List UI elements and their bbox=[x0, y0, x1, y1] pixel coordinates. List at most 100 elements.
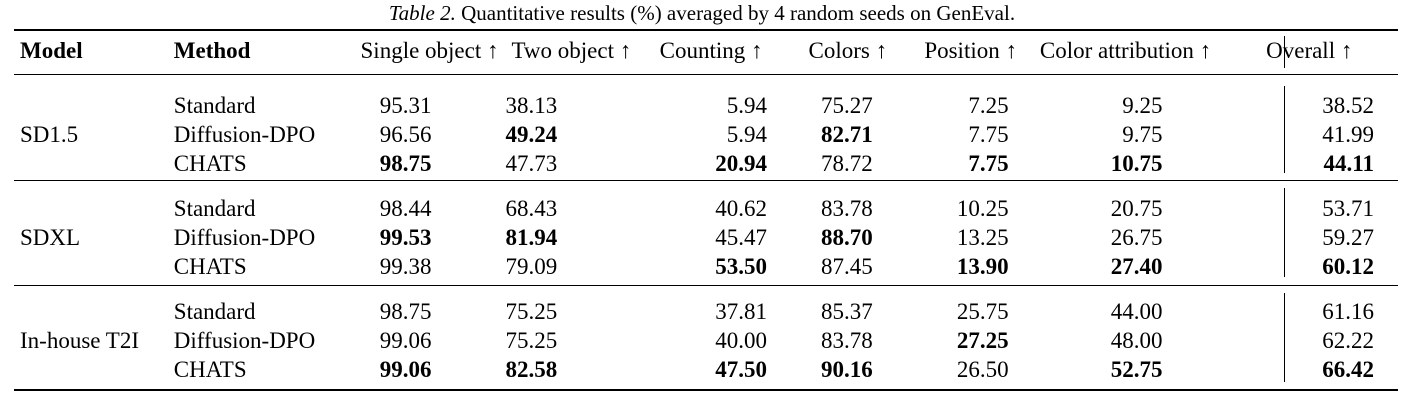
value-cell-colors: 82.71 bbox=[820, 122, 873, 147]
value-cell-colors: 75.27 bbox=[820, 93, 873, 118]
value-cell-position: 25.75 bbox=[956, 299, 1009, 324]
value-cell-color-attribution: 9.25 bbox=[1122, 93, 1163, 118]
value-cell-colors: 83.78 bbox=[820, 196, 873, 221]
value-cell-color-attribution: 10.75 bbox=[1110, 151, 1163, 176]
value-cell-counting: 40.62 bbox=[715, 196, 767, 221]
column-header-single-object: Single object ↑ bbox=[360, 38, 499, 63]
value-cell-counting: 20.94 bbox=[715, 151, 767, 176]
table-row: CHATS 99.06 82.58 47.50 90.16 26.50 52.75 66.42 bbox=[14, 355, 1398, 384]
value-cell-colors: 87.45 bbox=[820, 254, 873, 279]
value-cell-single-object: 98.44 bbox=[379, 196, 432, 221]
value-cell-color-attribution: 20.75 bbox=[1110, 196, 1163, 221]
value-cell-colors: 85.37 bbox=[820, 299, 873, 324]
value-cell-single-object: 99.06 bbox=[379, 357, 432, 382]
group-spacer bbox=[14, 74, 1398, 91]
table-row: In-house T2I Standard 98.75 75.25 37.81 85.37… bbox=[14, 297, 1398, 353]
method-cell: CHATS bbox=[173, 151, 247, 176]
table-row: CHATS 99.38 79.09 53.50 87.45 13.90 27.40 60.12 bbox=[14, 252, 1398, 281]
header-row: Model Method Single object ↑ Two object … bbox=[14, 28, 1398, 74]
method-cell: Diffusion-DPO bbox=[173, 328, 316, 353]
value-cell-single-object: 98.75 bbox=[379, 151, 432, 176]
value-cell-position: 7.25 bbox=[968, 93, 1009, 118]
method-cell: CHATS bbox=[173, 254, 247, 279]
value-cell-counting: 53.50 bbox=[715, 254, 767, 279]
value-cell-overall: 38.52 bbox=[1322, 93, 1374, 118]
value-cell-position: 7.75 bbox=[968, 151, 1009, 176]
overall-separator-group-3 bbox=[1284, 293, 1285, 382]
column-header-overall: Overall ↑ bbox=[1266, 38, 1353, 63]
value-cell-counting: 40.00 bbox=[715, 328, 767, 353]
table-caption-label: Table 2. bbox=[388, 1, 456, 25]
value-cell-two-object: 82.58 bbox=[505, 357, 558, 382]
value-cell-position: 13.25 bbox=[956, 225, 1009, 250]
table-row: Diffusion-DPO 96.56 49.24 5.94 82.71 7.75 9.75… bbox=[14, 120, 1398, 149]
value-cell-single-object: 99.53 bbox=[379, 225, 432, 250]
value-cell-single-object: 96.56 bbox=[379, 122, 432, 147]
group-rule-1 bbox=[14, 180, 1398, 181]
value-cell-colors: 88.70 bbox=[820, 225, 873, 250]
value-cell-single-object: 99.38 bbox=[379, 254, 432, 279]
value-cell-colors: 90.16 bbox=[820, 357, 873, 382]
column-header-model: Model bbox=[20, 38, 83, 63]
value-cell-overall: 60.12 bbox=[1322, 254, 1374, 279]
table-row: Diffusion-DPO 99.06 75.25 40.00 83.78 27.25 48… bbox=[14, 326, 1398, 355]
group-spacer bbox=[14, 281, 1398, 297]
model-cell: SD1.5 bbox=[20, 122, 79, 147]
value-cell-two-object: 68.43 bbox=[505, 196, 558, 221]
top-rule bbox=[14, 29, 1398, 31]
table-row: CHATS 98.75 47.73 20.94 78.72 7.75 10.75 44.11 bbox=[14, 149, 1398, 178]
value-cell-overall: 53.71 bbox=[1322, 196, 1374, 221]
results-table: Model Method Single object ↑ Two object … bbox=[14, 28, 1398, 384]
value-cell-position: 27.25 bbox=[956, 328, 1009, 353]
bottom-rule bbox=[14, 389, 1398, 391]
value-cell-two-object: 75.25 bbox=[505, 299, 558, 324]
table-body: SD1.5 Standard 95.31 38.13 5.94 75.27 7.25 9.25… bbox=[14, 74, 1398, 384]
value-cell-position: 13.90 bbox=[956, 254, 1009, 279]
value-cell-color-attribution: 27.40 bbox=[1110, 254, 1163, 279]
method-cell: Standard bbox=[173, 196, 256, 221]
value-cell-two-object: 79.09 bbox=[505, 254, 558, 279]
column-header-colors: Colors ↑ bbox=[808, 38, 888, 63]
model-cell: SDXL bbox=[20, 225, 81, 250]
value-cell-single-object: 95.31 bbox=[379, 93, 432, 118]
column-header-two-object: Two object ↑ bbox=[511, 38, 632, 63]
value-cell-single-object: 98.75 bbox=[379, 299, 432, 324]
method-cell: CHATS bbox=[173, 357, 247, 382]
value-cell-two-object: 75.25 bbox=[505, 328, 558, 353]
value-cell-two-object: 38.13 bbox=[505, 93, 558, 118]
header-rule bbox=[14, 74, 1398, 75]
value-cell-overall: 59.27 bbox=[1322, 225, 1374, 250]
value-cell-colors: 78.72 bbox=[820, 151, 873, 176]
value-cell-counting: 47.50 bbox=[715, 357, 767, 382]
value-cell-counting: 45.47 bbox=[715, 225, 767, 250]
column-header-method: Method bbox=[173, 38, 251, 63]
group-rule-2 bbox=[14, 285, 1398, 286]
value-cell-overall: 61.16 bbox=[1322, 299, 1374, 324]
value-cell-single-object: 99.06 bbox=[379, 328, 432, 353]
model-cell: In-house T2I bbox=[20, 328, 140, 353]
column-header-counting: Counting ↑ bbox=[659, 38, 763, 63]
value-cell-color-attribution: 44.00 bbox=[1110, 299, 1163, 324]
table-row: Diffusion-DPO 99.53 81.94 45.47 88.70 13.25 26… bbox=[14, 223, 1398, 252]
overall-separator-group-2 bbox=[1284, 188, 1285, 277]
column-header-color-attribution: Color attribution ↑ bbox=[1039, 38, 1212, 63]
value-cell-color-attribution: 9.75 bbox=[1122, 122, 1163, 147]
method-cell: Standard bbox=[173, 299, 256, 324]
table-caption: Table 2. Quantitative results (%) averag… bbox=[0, 0, 1404, 26]
value-cell-color-attribution: 52.75 bbox=[1110, 357, 1163, 382]
column-header-position: Position ↑ bbox=[924, 38, 1017, 63]
table-row: SD1.5 Standard 95.31 38.13 5.94 75.27 7.25 9.25… bbox=[14, 91, 1398, 147]
overall-separator-group-1 bbox=[1284, 86, 1285, 173]
overall-separator-header bbox=[1284, 36, 1285, 68]
value-cell-two-object: 49.24 bbox=[505, 122, 558, 147]
value-cell-position: 10.25 bbox=[956, 196, 1009, 221]
value-cell-overall: 66.42 bbox=[1322, 357, 1374, 382]
group-spacer bbox=[14, 178, 1398, 194]
table-row: SDXL Standard 98.44 68.43 40.62 83.78 10.25 20.… bbox=[14, 194, 1398, 250]
method-cell: Standard bbox=[173, 93, 256, 118]
value-cell-color-attribution: 48.00 bbox=[1110, 328, 1163, 353]
value-cell-two-object: 81.94 bbox=[505, 225, 558, 250]
value-cell-counting: 5.94 bbox=[726, 122, 767, 147]
value-cell-position: 7.75 bbox=[968, 122, 1009, 147]
method-cell: Diffusion-DPO bbox=[173, 225, 316, 250]
